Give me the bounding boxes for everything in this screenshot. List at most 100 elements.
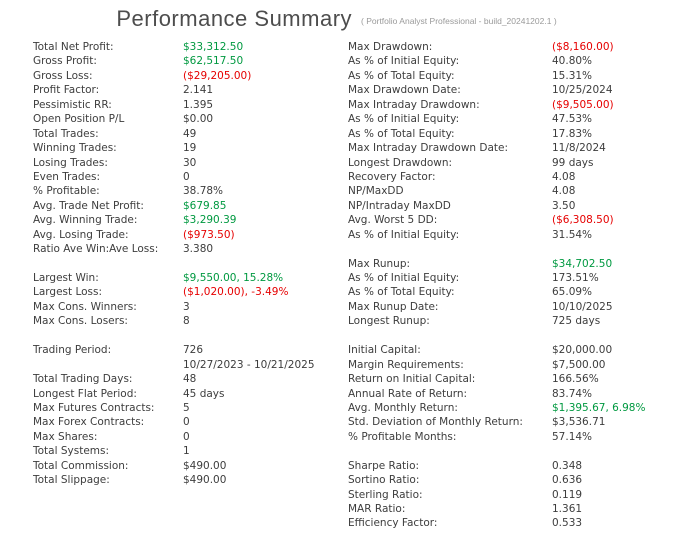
stat-value: 3.50: [552, 199, 576, 212]
stat-label: As % of Initial Equity:: [348, 113, 460, 126]
stat-value: 48: [183, 373, 197, 386]
stat-value: 0: [183, 170, 190, 183]
stat-value: 2.141: [183, 84, 214, 97]
stat-row: NP/MaxDD 4.08: [348, 184, 670, 198]
stat-label: Max Runup:: [348, 257, 411, 270]
stats-column-right: Max Drawdown: ($8,160.00) As % of Initial …: [348, 40, 670, 531]
stat-label: As % of Total Equity:: [348, 127, 455, 140]
stat-label: Avg. Trade Net Profit:: [33, 199, 144, 212]
stat-row: As % of Initial Equity: 40.80%: [348, 54, 670, 68]
stat-row: Max Intraday Drawdown: ($9,505.00): [348, 98, 670, 112]
stat-value: 725 days: [552, 315, 601, 328]
stat-value: 4.08: [552, 185, 576, 198]
stat-label: Std. Deviation of Monthly Return:: [348, 416, 523, 429]
stat-label: Max Forex Contracts:: [33, 416, 145, 429]
stat-value: 3.380: [183, 243, 214, 256]
stat-row: % Profitable: 38.78%: [33, 184, 345, 198]
stat-label: Open Position P/L: [33, 113, 125, 126]
stat-row: Avg. Trade Net Profit: $679.85: [33, 199, 345, 213]
stat-value: 19: [183, 142, 197, 155]
stat-row: Largest Loss: ($1,020.00), -3.49%: [33, 285, 345, 299]
stat-row: Ratio Ave Win:Ave Loss: 3.380: [33, 242, 345, 256]
stat-label: Longest Flat Period:: [33, 387, 137, 400]
stat-row: Recovery Factor: 4.08: [348, 170, 670, 184]
stat-row: Total Slippage: $490.00: [33, 473, 345, 487]
stat-value: 4.08: [552, 170, 576, 183]
stat-value: $20,000.00: [552, 344, 613, 357]
stat-label: Avg. Monthly Return:: [348, 401, 458, 414]
stat-row: Trading Period: 726: [33, 343, 345, 357]
stat-label: Even Trades:: [33, 170, 101, 183]
stat-label: Margin Requirements:: [348, 358, 464, 371]
stat-row: As % of Initial Equity: 47.53%: [348, 112, 670, 126]
stat-row: Std. Deviation of Monthly Return: $3,536.…: [348, 415, 670, 429]
stat-row: Longest Flat Period: 45 days: [33, 387, 345, 401]
stat-value: 173.51%: [552, 272, 599, 284]
stat-label: Max Intraday Drawdown:: [348, 98, 480, 111]
stat-value: $3,290.39: [183, 214, 237, 227]
report-subtitle: ( Portfolio Analyst Professional - build…: [361, 16, 557, 26]
stat-label: Avg. Losing Trade:: [33, 228, 129, 241]
stat-label: Total Commission:: [33, 459, 129, 472]
stat-row: Total Trading Days: 48: [33, 372, 345, 386]
stat-value: $62,517.50: [183, 55, 244, 68]
stat-label: Initial Capital:: [348, 344, 421, 357]
stat-label: Total Systems:: [33, 445, 110, 458]
stat-label: Max Shares:: [33, 430, 98, 443]
stat-label: Max Cons. Winners:: [33, 300, 137, 313]
stat-label: Gross Profit:: [33, 55, 97, 68]
stat-row: Sterling Ratio: 0.119: [348, 488, 670, 502]
stat-value: $1,395.67, 6.98%: [552, 401, 646, 414]
stat-row: Annual Rate of Return: 83.74%: [348, 387, 670, 401]
stat-label: Total Trading Days:: [33, 373, 133, 386]
stat-row: Gross Profit: $62,517.50: [33, 54, 345, 68]
stat-label: Gross Loss:: [33, 69, 93, 82]
stat-row: [348, 444, 670, 458]
stat-value: 47.53%: [552, 113, 593, 126]
stat-label: Largest Win:: [33, 272, 99, 284]
stat-label: Trading Period:: [33, 344, 112, 357]
stat-row: Total Commission: $490.00: [33, 459, 345, 473]
stat-row: As % of Initial Equity: 173.51%: [348, 271, 670, 285]
stat-label: As % of Initial Equity:: [348, 272, 460, 284]
stat-value: $490.00: [183, 474, 227, 487]
stat-row: Avg. Monthly Return: $1,395.67, 6.98%: [348, 401, 670, 415]
stat-value: 49: [183, 127, 197, 140]
stat-label: Sterling Ratio:: [348, 488, 423, 501]
stat-value: ($29,205.00): [183, 69, 252, 82]
stat-label: Max Cons. Losers:: [33, 315, 128, 328]
stat-value: 0.119: [552, 488, 583, 501]
stat-value: $0.00: [183, 113, 214, 126]
stat-label: As % of Initial Equity:: [348, 228, 460, 241]
stat-label: Recovery Factor:: [348, 170, 436, 183]
stat-row: Winning Trades: 19: [33, 141, 345, 155]
stat-row: Total Systems: 1: [33, 444, 345, 458]
stat-label: NP/Intraday MaxDD: [348, 199, 451, 212]
stat-row: [348, 329, 670, 343]
stat-row: 10/27/2023 - 10/21/2025: [33, 358, 345, 372]
stat-row: Max Forex Contracts: 0: [33, 415, 345, 429]
stat-row: Efficiency Factor: 0.533: [348, 516, 670, 530]
stat-label: Total Net Profit:: [33, 41, 114, 53]
stat-value: $679.85: [183, 199, 227, 212]
stat-row: Max Futures Contracts: 5: [33, 401, 345, 415]
stat-row: Sortino Ratio: 0.636: [348, 473, 670, 487]
stat-row: Max Drawdown: ($8,160.00): [348, 40, 670, 54]
stat-value: 65.09%: [552, 286, 593, 299]
stat-row: Initial Capital: $20,000.00: [348, 343, 670, 357]
stats-column-left: Total Net Profit: $33,312.50 Gross Profit:…: [33, 40, 345, 488]
stat-value: $33,312.50: [183, 41, 244, 53]
stat-value: 15.31%: [552, 69, 593, 82]
stat-value: 1: [183, 445, 190, 458]
stat-value: 8: [183, 315, 190, 328]
stat-row: Max Runup: $34,702.50: [348, 257, 670, 271]
stat-label: Avg. Worst 5 DD:: [348, 214, 438, 227]
stat-label: Losing Trades:: [33, 156, 108, 169]
stat-value: 17.83%: [552, 127, 593, 140]
stat-row: Max Intraday Drawdown Date: 11/8/2024: [348, 141, 670, 155]
stat-value: $7,500.00: [552, 358, 606, 371]
stat-value: 0.348: [552, 459, 583, 472]
stat-row: Even Trades: 0: [33, 170, 345, 184]
stat-row: Avg. Worst 5 DD: ($6,308.50): [348, 213, 670, 227]
